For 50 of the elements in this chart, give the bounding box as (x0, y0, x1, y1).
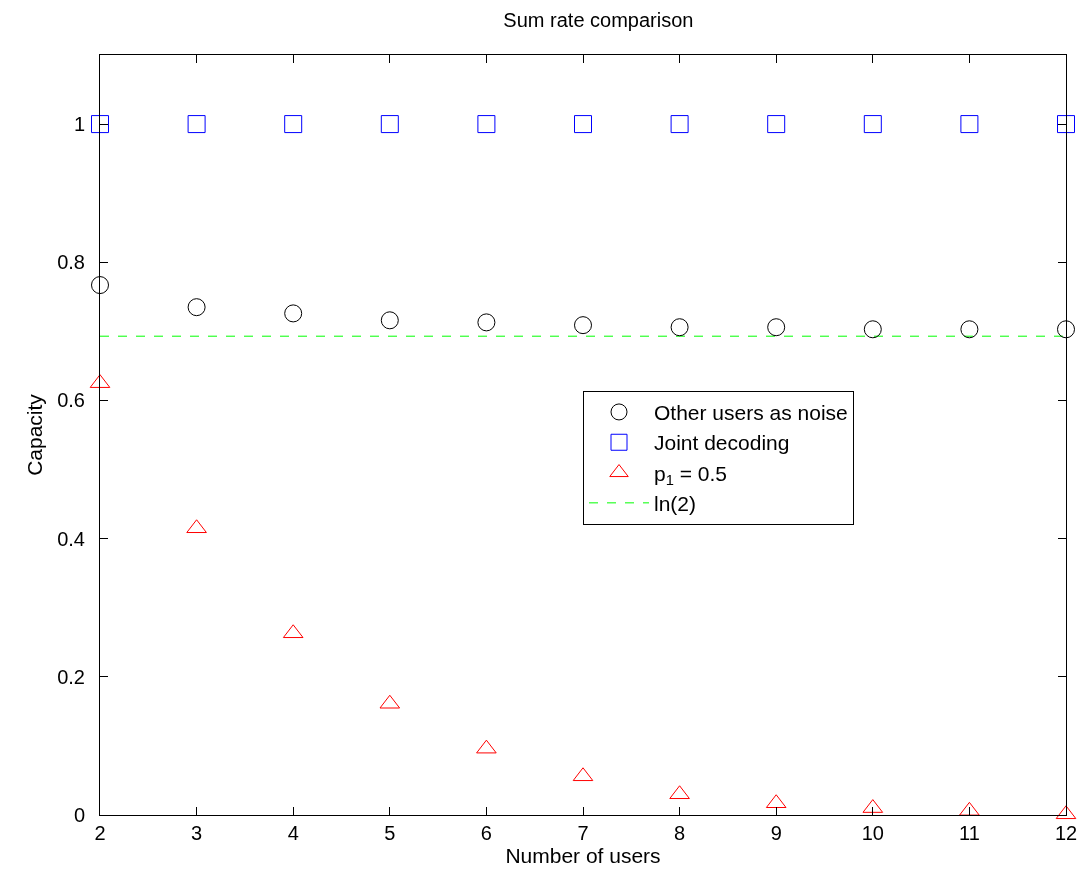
point (670, 318, 689, 337)
point (960, 320, 979, 339)
point (186, 519, 207, 534)
legend-label: ln(2) (654, 492, 697, 516)
point (284, 304, 303, 323)
point (380, 311, 399, 330)
point (477, 115, 496, 134)
point (574, 316, 592, 335)
x-tick-label: 5 (384, 822, 396, 844)
x-tick-label: 3 (191, 822, 203, 844)
y-tick-label: 1 (73, 113, 85, 136)
y-tick-label: 0.2 (57, 665, 85, 688)
point (187, 115, 206, 134)
y-tick-label: 0 (73, 804, 85, 826)
y-tick-label: 0.8 (57, 251, 85, 274)
x-axis-title: Number of users (505, 844, 661, 867)
point (863, 320, 882, 339)
legend-label: Other users as noise (654, 401, 848, 425)
x-tick-label: 12 (1054, 822, 1078, 844)
point (574, 115, 592, 134)
point (960, 115, 979, 134)
point (670, 115, 689, 134)
point (476, 739, 497, 754)
point (959, 801, 980, 816)
point (669, 785, 690, 800)
point (863, 115, 882, 134)
x-tick-label: 9 (770, 822, 782, 844)
legend-label: p$_{1}$ = 0.5 (654, 461, 727, 489)
point (1057, 115, 1075, 134)
x-tick-label: 2 (94, 822, 106, 844)
x-tick-label: 10 (861, 822, 884, 844)
point (1057, 320, 1075, 339)
point (284, 115, 303, 134)
x-tick-label: 4 (287, 822, 299, 844)
point (187, 298, 206, 317)
point (767, 115, 786, 134)
y-tick-label: 0.6 (57, 389, 85, 412)
point (477, 313, 496, 332)
legend-label: Joint decoding (654, 431, 790, 455)
x-tick-label: 7 (577, 822, 589, 844)
x-tick-label: 8 (674, 822, 686, 844)
y-tick-label: 0.4 (57, 527, 85, 550)
point (91, 115, 109, 134)
point (380, 115, 399, 134)
x-tick-label: 6 (480, 822, 492, 844)
point (767, 318, 786, 337)
x-tick-label: 11 (959, 822, 980, 844)
point (91, 276, 109, 295)
y-axis-title: Capacity (23, 393, 47, 476)
chart-title: Sum rate comparison (503, 9, 694, 32)
